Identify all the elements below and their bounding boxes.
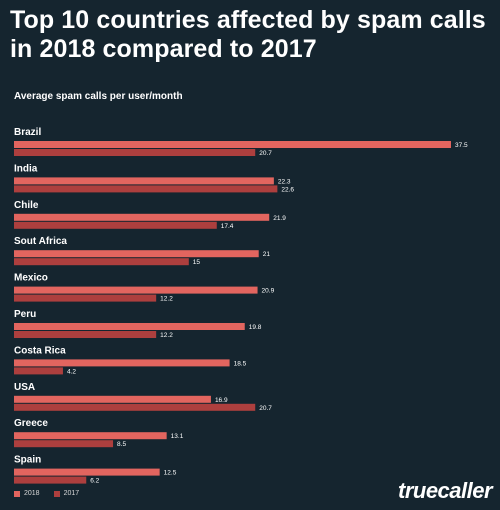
bar-2018 xyxy=(14,468,160,476)
bar-2018 xyxy=(14,213,270,221)
category-label: Mexico xyxy=(14,273,48,284)
category-label: Greece xyxy=(14,418,48,429)
category-label: Chile xyxy=(14,200,39,211)
value-label-2018: 37.5 xyxy=(455,142,468,149)
bar-2017 xyxy=(14,185,278,193)
bar-2017 xyxy=(14,149,256,156)
value-label-2018: 19.8 xyxy=(249,324,262,331)
legend-label-2018: 2018 xyxy=(24,490,40,497)
value-label-2017: 6.2 xyxy=(90,478,99,485)
value-label-2017: 22.6 xyxy=(281,186,294,193)
bar-2018 xyxy=(14,432,167,440)
legend-item-2017: 2017 xyxy=(53,490,80,497)
value-label-2018: 18.5 xyxy=(234,360,247,367)
value-label-2018: 22.3 xyxy=(278,178,291,185)
legend-swatch-2018 xyxy=(14,490,20,497)
legend-swatch-2017 xyxy=(53,490,60,497)
category-label: Costa Rica xyxy=(14,345,66,356)
bar-2017 xyxy=(14,331,157,338)
legend: 2018 2017 xyxy=(14,490,79,497)
bar-2018 xyxy=(14,323,245,330)
bar-2017 xyxy=(14,294,157,302)
bar-2017 xyxy=(14,221,217,229)
category-label: Brazil xyxy=(14,127,41,138)
value-label-2017: 20.7 xyxy=(259,150,272,157)
value-label-2017: 17.4 xyxy=(221,223,234,230)
bar-2017 xyxy=(14,476,87,484)
bar-2017 xyxy=(14,367,63,375)
value-label-2017: 15 xyxy=(193,259,201,266)
bar-2017 xyxy=(14,403,256,411)
category-label: Spain xyxy=(14,455,41,466)
bar-2018 xyxy=(14,177,274,185)
value-label-2018: 13.1 xyxy=(171,433,184,440)
bar-2018 xyxy=(14,359,230,367)
value-label-2018: 21.9 xyxy=(273,215,286,222)
value-label-2018: 21 xyxy=(263,251,271,258)
value-label-2017: 12.2 xyxy=(160,332,173,339)
value-label-2017: 8.5 xyxy=(117,441,126,448)
category-label: Sout Africa xyxy=(14,236,67,247)
bar-2018 xyxy=(14,286,258,294)
category-label: Peru xyxy=(14,309,36,320)
value-label-2017: 12.2 xyxy=(160,296,173,303)
chart-title: Top 10 countries affected by spam calls … xyxy=(10,6,486,63)
bar-2017 xyxy=(14,440,114,448)
legend-item-2018: 2018 xyxy=(14,490,40,497)
value-label-2017: 4.2 xyxy=(67,368,76,375)
category-label: India xyxy=(14,163,38,174)
value-label-2017: 20.7 xyxy=(259,405,272,412)
value-label-2018: 12.5 xyxy=(164,470,177,477)
value-label-2018: 20.9 xyxy=(262,288,275,295)
value-label-2018: 16.9 xyxy=(215,397,228,404)
bar-2017 xyxy=(14,258,189,266)
bar-2018 xyxy=(14,141,451,148)
legend-label-2017: 2017 xyxy=(63,490,80,497)
bar-2018 xyxy=(14,395,211,403)
category-label: USA xyxy=(14,382,35,393)
chart-subtitle: Average spam calls per user/month xyxy=(14,91,183,102)
truecaller-logo: truecaller xyxy=(398,478,493,503)
bar-2018 xyxy=(14,250,259,258)
